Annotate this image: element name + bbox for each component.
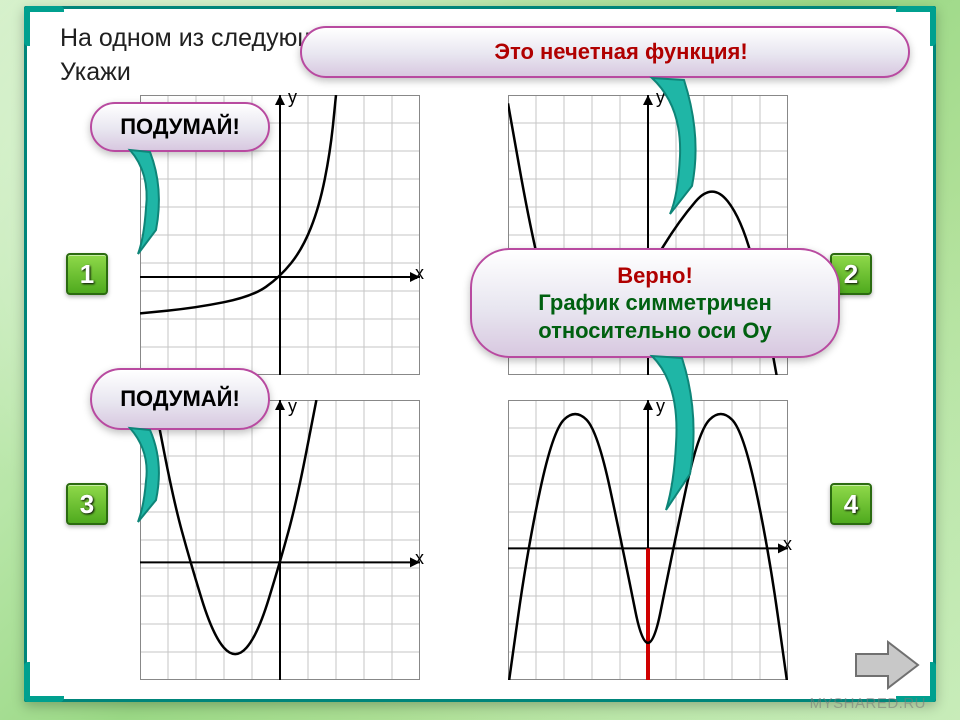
axis-x-label: х bbox=[415, 263, 424, 284]
feedback-correct-bubble: Верно! График симметричен относительно о… bbox=[470, 248, 840, 358]
feedback-think-2-bubble: ПОДУМАЙ! bbox=[90, 368, 270, 430]
feedback-odd-text: Это нечетная функция! bbox=[494, 39, 747, 65]
axis-y-label: у bbox=[288, 396, 297, 417]
watermark-text: MYSHARED.RU bbox=[810, 695, 926, 712]
feedback-think-1-text: ПОДУМАЙ! bbox=[120, 114, 240, 140]
option-1-button[interactable]: 1 bbox=[66, 253, 108, 295]
bubble-tail-icon bbox=[122, 426, 172, 526]
axis-x-label: х bbox=[783, 534, 792, 555]
option-3-button[interactable]: 3 bbox=[66, 483, 108, 525]
bubble-tail-icon bbox=[642, 354, 712, 514]
option-4-button[interactable]: 4 bbox=[830, 483, 872, 525]
feedback-think-1-bubble: ПОДУМАЙ! bbox=[90, 102, 270, 152]
corner-bl bbox=[24, 662, 64, 702]
corner-tl bbox=[24, 6, 64, 46]
feedback-correct-line1: Верно! bbox=[617, 262, 693, 290]
chart-3: х у bbox=[140, 400, 420, 680]
feedback-correct-line3: относительно оси Оу bbox=[538, 317, 772, 345]
feedback-think-2-text: ПОДУМАЙ! bbox=[120, 387, 240, 411]
bubble-tail-icon bbox=[642, 76, 722, 216]
axis-x-label: х bbox=[415, 548, 424, 569]
next-arrow-button[interactable] bbox=[852, 638, 922, 692]
feedback-correct-line2: График симметричен bbox=[538, 289, 772, 317]
bubble-tail-icon bbox=[122, 148, 172, 258]
axis-y-label: у bbox=[288, 87, 297, 108]
feedback-odd-bubble: Это нечетная функция! bbox=[300, 26, 910, 78]
chart-3-svg bbox=[140, 400, 420, 680]
